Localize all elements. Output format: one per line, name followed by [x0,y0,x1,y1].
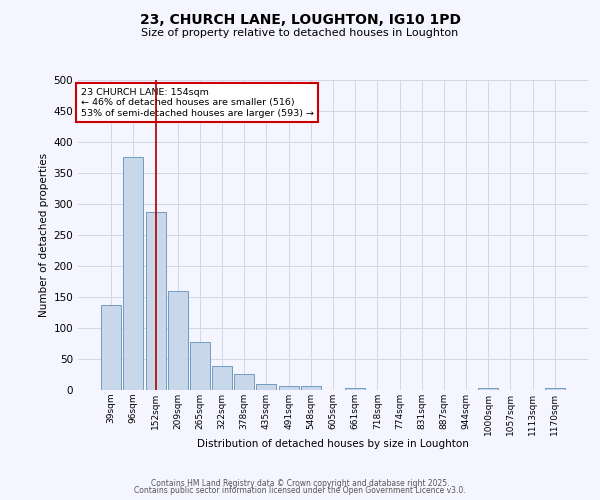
Bar [168,291,188,390]
Bar [212,366,232,390]
Bar [124,157,143,390]
Bar [478,388,498,390]
Text: Contains public sector information licensed under the Open Government Licence v3: Contains public sector information licen… [134,486,466,495]
Text: 23, CHURCH LANE, LOUGHTON, IG10 1PD: 23, CHURCH LANE, LOUGHTON, IG10 1PD [139,12,461,26]
Bar [146,212,166,390]
Bar [256,384,277,390]
Bar [345,388,365,390]
Bar [278,386,299,390]
Bar [301,386,321,390]
Bar [101,305,121,390]
Bar [190,342,210,390]
Bar [234,374,254,390]
X-axis label: Distribution of detached houses by size in Loughton: Distribution of detached houses by size … [197,439,469,449]
Text: Size of property relative to detached houses in Loughton: Size of property relative to detached ho… [142,28,458,38]
Y-axis label: Number of detached properties: Number of detached properties [39,153,49,317]
Bar [545,388,565,390]
Text: 23 CHURCH LANE: 154sqm
← 46% of detached houses are smaller (516)
53% of semi-de: 23 CHURCH LANE: 154sqm ← 46% of detached… [80,88,314,118]
Text: Contains HM Land Registry data © Crown copyright and database right 2025.: Contains HM Land Registry data © Crown c… [151,478,449,488]
